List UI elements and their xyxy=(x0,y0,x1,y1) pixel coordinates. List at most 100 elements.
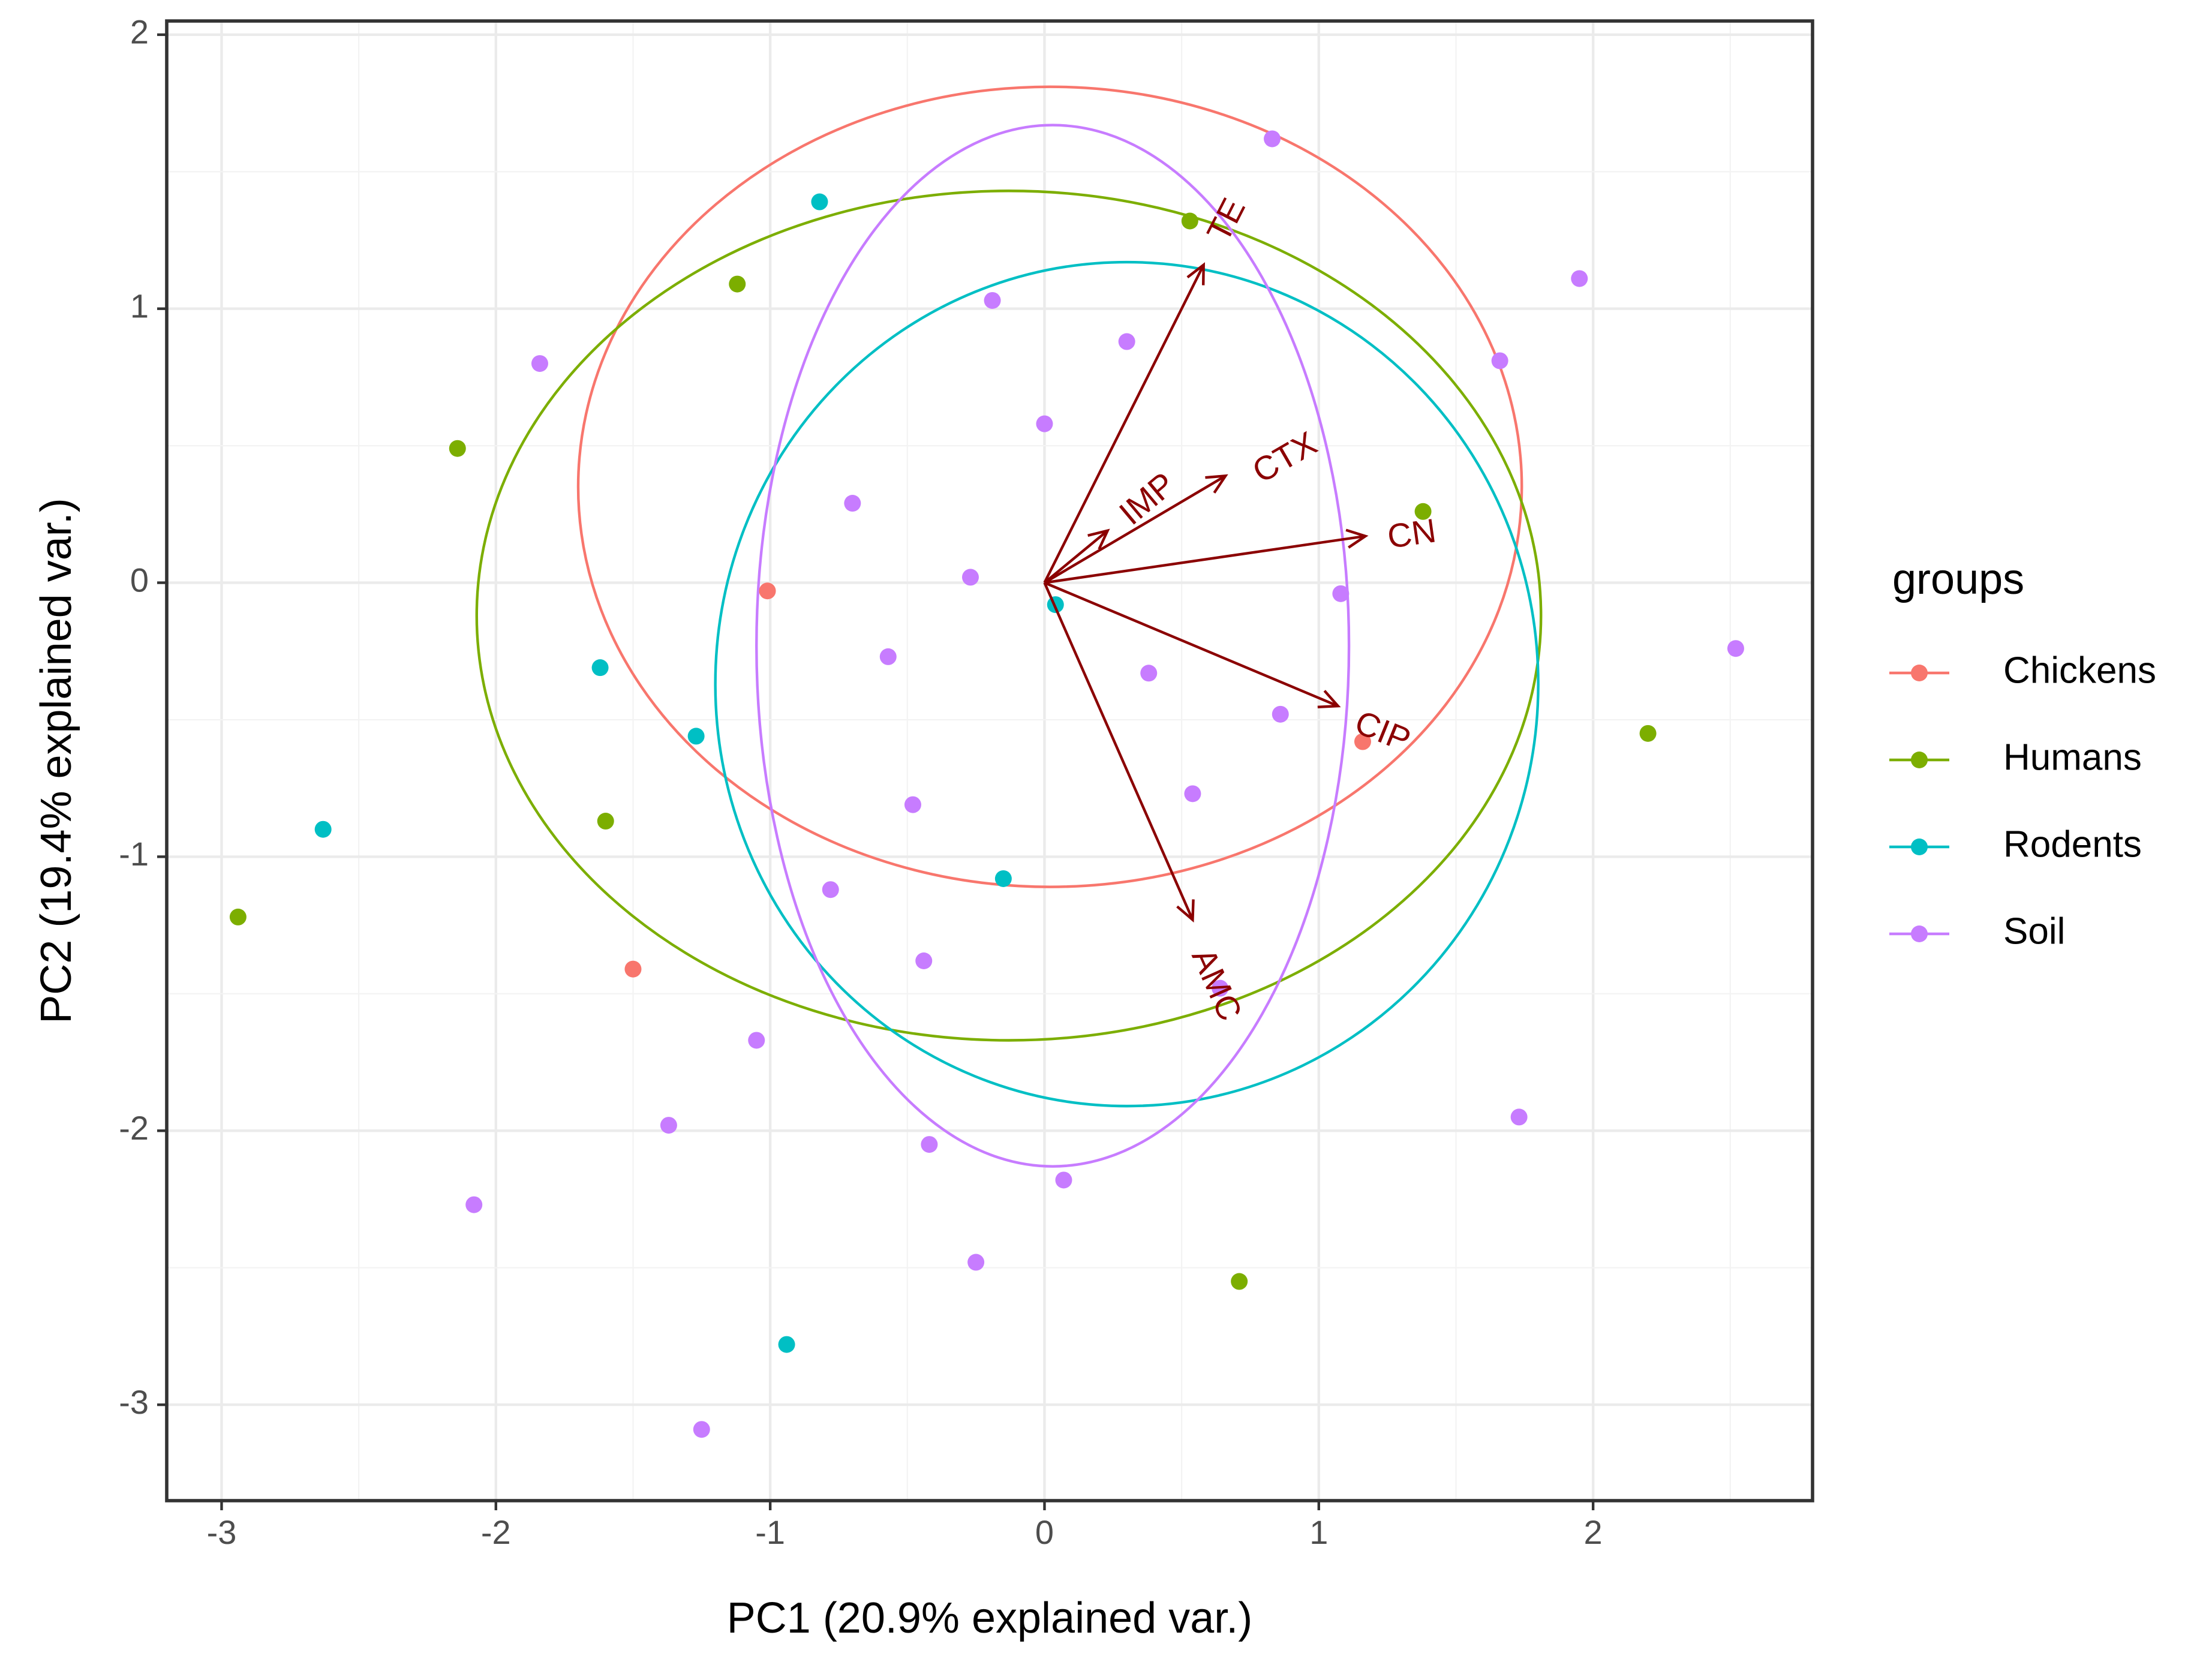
point-humans xyxy=(729,275,746,293)
point-humans xyxy=(597,813,614,830)
ellipse-humans xyxy=(475,190,1543,1042)
x-tick-label: 0 xyxy=(1035,1513,1054,1551)
loading-arrow-line xyxy=(1043,582,1194,921)
point-humans xyxy=(1414,503,1432,520)
y-tick-label: 2 xyxy=(130,13,149,51)
legend-item-humans: Humans xyxy=(1889,737,2142,778)
point-chickens xyxy=(1354,733,1371,750)
y-tick-label: 0 xyxy=(130,561,149,599)
point-soil xyxy=(1332,585,1350,602)
point-soil xyxy=(1118,333,1135,350)
point-rodents xyxy=(994,870,1012,887)
point-soil xyxy=(1272,705,1289,723)
point-humans xyxy=(1639,725,1657,742)
loading-te: TE xyxy=(1043,192,1252,584)
series-soil xyxy=(465,130,1744,1438)
point-soil xyxy=(921,1136,938,1153)
grid-lines xyxy=(167,21,1813,1501)
legend-key-point xyxy=(1911,752,1928,768)
series-humans xyxy=(229,212,1657,1290)
loading-label: CN xyxy=(1385,511,1438,555)
series-chickens xyxy=(624,582,1371,978)
loading-cip: CIP xyxy=(1044,581,1416,759)
point-soil xyxy=(1184,785,1201,803)
point-humans xyxy=(449,440,466,457)
point-soil xyxy=(465,1196,483,1213)
loading-arrow-line xyxy=(1044,581,1339,708)
point-chickens xyxy=(759,582,776,600)
point-soil xyxy=(1036,415,1053,432)
y-axis-title: PC2 (19.4% explained var.) xyxy=(32,498,80,1023)
y-tick-label: 1 xyxy=(130,287,149,324)
point-chickens xyxy=(624,960,642,978)
loading-arrow-head xyxy=(1205,474,1228,494)
point-soil xyxy=(967,1254,985,1271)
legend-item-rodents: Rodents xyxy=(1889,824,2142,865)
loading-arrow-head xyxy=(1345,528,1369,549)
point-soil xyxy=(1055,1171,1072,1189)
legend-label: Rodents xyxy=(2003,824,2142,865)
loading-arrow-line xyxy=(1044,534,1366,584)
ellipse-soil xyxy=(755,124,1351,1168)
loading-arrow-head xyxy=(1176,899,1195,923)
loading-cn: CN xyxy=(1044,511,1438,584)
loading-arrow-line xyxy=(1044,474,1227,584)
y-tick-label: -3 xyxy=(119,1383,149,1421)
panel-border xyxy=(165,19,1814,1502)
point-soil xyxy=(984,291,1001,309)
point-rodents xyxy=(687,728,705,745)
point-soil xyxy=(1264,130,1281,148)
point-soil xyxy=(904,796,921,813)
x-tick-label: 2 xyxy=(1584,1513,1603,1551)
loading-arrow-head xyxy=(1317,690,1341,709)
point-soil xyxy=(1571,270,1588,287)
loading-amc: AMC xyxy=(1043,582,1249,1026)
point-rodents xyxy=(778,1336,795,1353)
legend-title: groups xyxy=(1892,555,2024,603)
x-axis-title: PC1 (20.9% explained var.) xyxy=(727,1594,1252,1642)
legend-label: Humans xyxy=(2003,737,2142,778)
legend-label: Chickens xyxy=(2003,650,2156,691)
confidence-ellipses xyxy=(475,85,1543,1168)
point-soil xyxy=(1212,979,1229,997)
legend-key-point xyxy=(1911,665,1928,681)
point-rodents xyxy=(811,193,828,211)
point-soil xyxy=(660,1117,677,1134)
series-rodents xyxy=(314,193,1064,1353)
loading-arrow-line xyxy=(1043,264,1205,584)
point-soil xyxy=(693,1421,710,1438)
ellipse-rodents xyxy=(714,260,1540,1108)
point-soil xyxy=(915,952,933,970)
point-rodents xyxy=(314,821,332,838)
ellipse-chickens xyxy=(576,85,1523,888)
loading-label: CTX xyxy=(1246,424,1323,491)
legend-item-soil: Soil xyxy=(1889,910,2065,952)
point-soil xyxy=(961,569,979,586)
loading-arrow-head xyxy=(1087,528,1110,550)
loading-arrow-head xyxy=(1186,262,1205,285)
point-soil xyxy=(1727,640,1744,657)
point-soil xyxy=(748,1032,765,1049)
point-humans xyxy=(1231,1273,1248,1290)
point-soil xyxy=(1140,665,1158,682)
legend: groups Chickens Humans Rodents Soil xyxy=(1889,555,2156,952)
point-humans xyxy=(1181,212,1198,230)
point-soil xyxy=(822,881,839,898)
point-soil xyxy=(1491,352,1508,369)
legend-key-point xyxy=(1911,838,1928,855)
point-humans xyxy=(229,908,247,925)
legend-label: Soil xyxy=(2003,910,2065,952)
point-rodents xyxy=(591,659,609,677)
point-soil xyxy=(531,355,548,372)
loading-arrow-line xyxy=(1044,530,1109,584)
axes: -3 -2 -1 0 1 2 -3 -2 -1 0 1 2 xyxy=(119,13,1603,1551)
loading-ctx: CTX xyxy=(1044,424,1323,584)
y-tick-label: -2 xyxy=(119,1109,149,1147)
data-points xyxy=(229,130,1744,1438)
legend-key-point xyxy=(1911,925,1928,942)
x-tick-label: -2 xyxy=(481,1513,511,1551)
x-tick-label: 1 xyxy=(1309,1513,1328,1551)
point-soil xyxy=(1510,1108,1528,1126)
